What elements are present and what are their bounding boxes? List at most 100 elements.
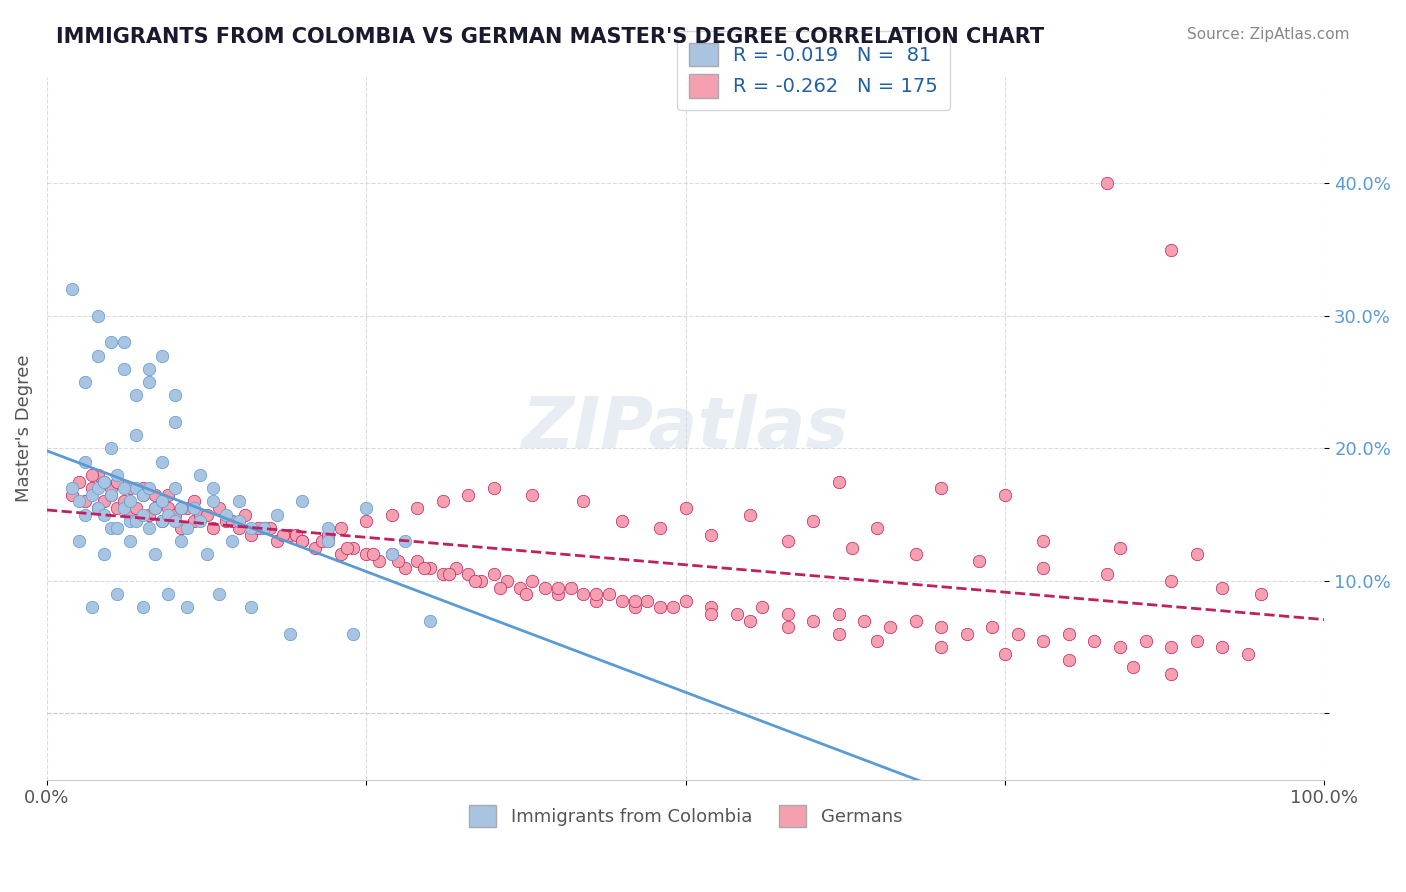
Point (368, 554, 391, 568)
Point (246, 521, 269, 535)
Point (93, 475, 115, 489)
Point (636, 593, 658, 607)
Point (80, 600, 103, 615)
Point (572, 494, 595, 508)
Point (316, 534, 339, 549)
Point (406, 501, 429, 516)
Point (439, 567, 461, 582)
Point (150, 514, 173, 528)
Point (208, 501, 231, 516)
Point (776, 620, 799, 634)
Point (648, 600, 671, 615)
Point (356, 514, 378, 528)
Point (118, 508, 141, 522)
Point (387, 554, 409, 568)
Point (1097, 567, 1119, 582)
Point (105, 467, 128, 482)
Point (994, 488, 1017, 502)
Point (560, 581, 582, 595)
Point (329, 548, 352, 562)
Point (291, 534, 314, 549)
Point (176, 521, 198, 535)
Point (221, 514, 243, 528)
Point (381, 508, 404, 522)
Point (509, 581, 531, 595)
Point (803, 514, 825, 528)
Legend: Immigrants from Colombia, Germans: Immigrants from Colombia, Germans (463, 797, 910, 834)
Point (572, 587, 595, 601)
Point (304, 541, 326, 555)
Point (1160, 243, 1182, 257)
Point (62, 282, 84, 296)
Point (157, 488, 180, 502)
Point (278, 627, 301, 641)
Point (80, 481, 103, 495)
Point (412, 560, 434, 574)
Point (394, 560, 416, 574)
Point (188, 467, 211, 482)
Point (381, 548, 404, 562)
Point (170, 521, 193, 535)
Point (547, 581, 569, 595)
Point (157, 508, 180, 522)
Point (62, 488, 84, 502)
Point (432, 494, 454, 508)
Point (1007, 627, 1029, 641)
Point (67, 475, 90, 489)
Point (93, 494, 115, 508)
Point (131, 508, 153, 522)
Point (240, 527, 263, 541)
Point (188, 508, 211, 522)
Point (87, 481, 110, 495)
Point (253, 521, 276, 535)
Point (828, 475, 851, 489)
Point (316, 521, 339, 535)
Point (233, 508, 256, 522)
Point (610, 514, 633, 528)
Point (105, 501, 128, 516)
Point (118, 514, 141, 528)
Point (879, 620, 901, 634)
Point (87, 501, 110, 516)
Point (956, 627, 979, 641)
Point (145, 488, 167, 502)
Point (316, 534, 339, 549)
Point (163, 481, 186, 495)
Point (215, 514, 238, 528)
Point (125, 428, 148, 442)
Point (75, 508, 97, 522)
Point (118, 494, 141, 508)
Point (138, 481, 160, 495)
Point (75, 375, 97, 389)
Point (700, 527, 723, 541)
Point (776, 534, 799, 549)
Point (145, 501, 167, 516)
Point (1032, 560, 1054, 574)
Point (183, 514, 205, 528)
Point (489, 581, 512, 595)
Point (419, 560, 441, 574)
Point (100, 442, 122, 456)
Point (929, 640, 952, 654)
Point (138, 521, 160, 535)
Point (700, 600, 723, 615)
Point (163, 415, 186, 429)
Point (80, 467, 103, 482)
Point (163, 514, 186, 528)
Point (1160, 574, 1182, 588)
Point (432, 567, 454, 582)
Point (470, 574, 492, 588)
Point (866, 521, 889, 535)
Point (240, 600, 263, 615)
Point (138, 375, 160, 389)
Point (150, 494, 173, 508)
Point (75, 455, 97, 469)
Point (228, 494, 250, 508)
Point (112, 501, 135, 516)
Point (522, 488, 544, 502)
Point (93, 548, 115, 562)
Point (342, 541, 364, 555)
Point (131, 488, 153, 502)
Point (1135, 633, 1157, 648)
Point (1250, 587, 1272, 601)
